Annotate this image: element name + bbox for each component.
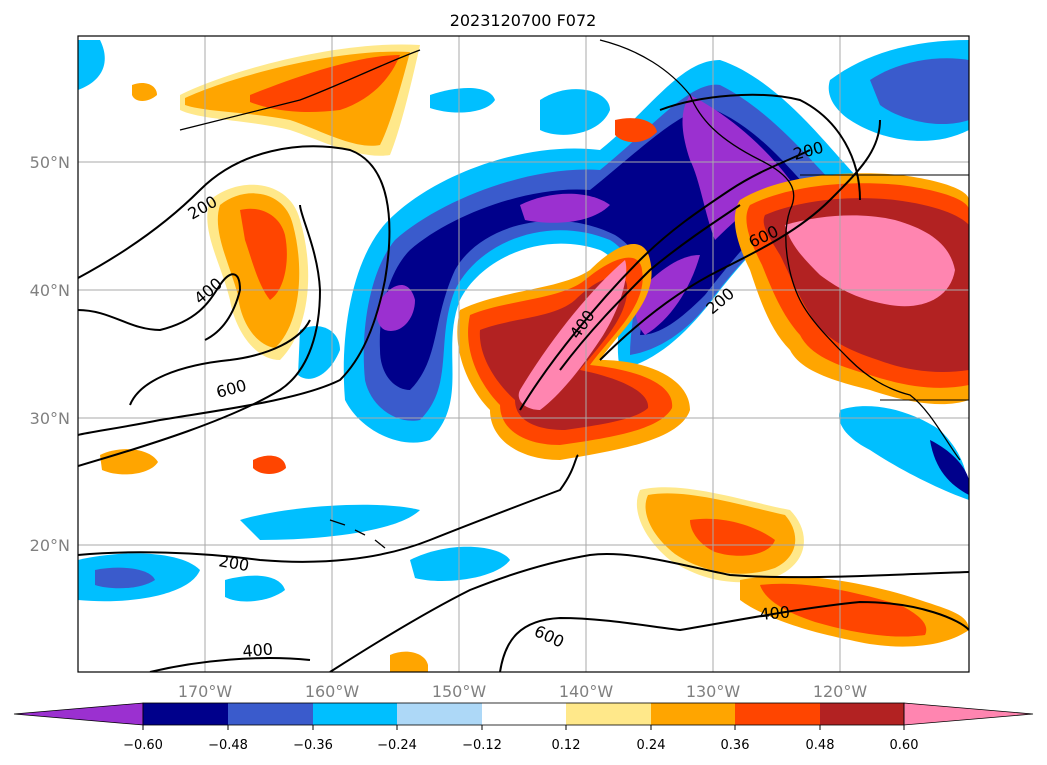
contour-label: 400 [242, 639, 274, 661]
blob-cool-6 [225, 575, 285, 602]
blob-cool-1 [540, 89, 610, 135]
colorbar-tick-label: −0.12 [462, 738, 502, 753]
colorbar-segment [313, 703, 397, 725]
colorbar-tick-label: 0.60 [890, 738, 919, 753]
colorbar-tick-label: −0.24 [377, 738, 417, 753]
colorbar-tick-label: −0.60 [123, 738, 163, 753]
colorbar-tick-label: 0.36 [721, 738, 750, 753]
colorbar-segment [820, 703, 904, 725]
contour-200-south [78, 454, 579, 563]
blob-warm-5 [390, 651, 428, 672]
lat-label-30n: 30°N [30, 409, 70, 428]
colorbar: −0.60 −0.48 −0.36 −0.24 −0.12 0.12 0.24 … [13, 702, 1034, 753]
blob-warm-4 [132, 83, 157, 101]
blob-warm-2 [253, 455, 286, 474]
colorbar-segment [482, 703, 566, 725]
blob-warm-3 [615, 118, 657, 143]
blob-cool-7 [78, 40, 105, 90]
contour-600-trough [599, 119, 881, 361]
region-warm-se-inner [760, 583, 927, 637]
region-warm-e-core [785, 215, 955, 307]
region-warm-w-inner [240, 208, 287, 300]
contour-200-west [78, 145, 391, 436]
blob-cool-8 [298, 326, 340, 379]
colorbar-extend-high [903, 702, 1034, 726]
colorbar-extend-low [13, 702, 144, 726]
map-frame [77, 35, 970, 673]
region-cool-baja [839, 406, 969, 500]
coast-hawaii [329, 519, 386, 549]
contour-label: 400 [759, 602, 791, 624]
region-cool-core-w [376, 285, 415, 331]
blob-cool-2 [430, 88, 495, 113]
region-cool-ne-inner [870, 58, 969, 125]
map-panel: 200 400 600 200 400 600 200 400 600 200 … [77, 35, 970, 673]
filled-anomaly-field [78, 40, 969, 672]
lon-label-150w: 150°W [432, 682, 487, 701]
region-warm-n-inner [250, 55, 400, 113]
contour-600-west [78, 204, 322, 467]
colorbar-segment [143, 703, 228, 725]
colorbar-tick-label: −0.36 [293, 738, 333, 753]
lat-label-40n: 40°N [30, 281, 70, 300]
latitude-labels: 50°N 40°N 30°N 20°N [30, 153, 70, 555]
contour-600-inner [129, 319, 311, 406]
lon-label-160w: 160°W [305, 682, 360, 701]
colorbar-frame [142, 702, 905, 726]
coast-north-america [599, 39, 961, 461]
colorbar-segment [397, 703, 482, 725]
colorbar-segment [566, 703, 651, 725]
contour-600-south [499, 600, 969, 672]
coastlines [179, 39, 969, 549]
lon-label-170w: 170°W [178, 682, 233, 701]
lat-label-20n: 20°N [30, 536, 70, 555]
region-cool-core-n [520, 193, 610, 223]
colorbar-ticks [142, 725, 905, 730]
contour-400-southwest [149, 657, 311, 672]
height-contours [78, 93, 969, 672]
lat-label-50n: 50°N [30, 153, 70, 172]
contour-400-trough [519, 149, 811, 411]
blob-cool-5 [410, 546, 510, 581]
lon-label-130w: 130°W [686, 682, 741, 701]
region-cool-baja-inner [930, 440, 969, 495]
colorbar-tick-label: 0.24 [637, 738, 666, 753]
lon-label-140w: 140°W [559, 682, 614, 701]
blob-cool-3-inner [95, 567, 155, 589]
map-title: 2023120700 F072 [450, 11, 597, 30]
colorbar-tick-label: 0.48 [806, 738, 835, 753]
blob-cool-4 [240, 504, 420, 540]
contour-200-trough [559, 204, 741, 371]
contour-200-north [659, 93, 861, 201]
graticule [78, 36, 969, 672]
colorbar-tick-label: −0.48 [208, 738, 248, 753]
coast-aleutians [179, 49, 421, 131]
longitude-labels: 170°W 160°W 150°W 140°W 130°W 120°W [178, 682, 868, 701]
contour-400-south [329, 553, 969, 672]
colorbar-segment [651, 703, 735, 725]
colorbar-segment [228, 703, 313, 725]
colorbar-segment [735, 703, 820, 725]
colorbar-tick-label: 0.12 [552, 738, 581, 753]
lon-label-120w: 120°W [813, 682, 868, 701]
region-warm-s-inner [690, 518, 775, 556]
contour-400-west [78, 273, 242, 341]
